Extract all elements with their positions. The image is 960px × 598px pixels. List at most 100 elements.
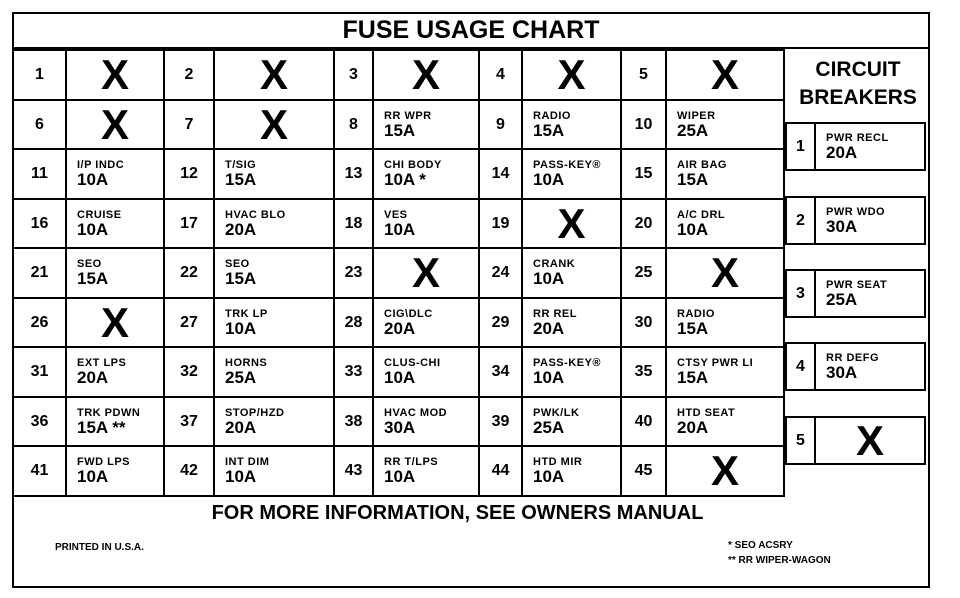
fuse-number: 36 bbox=[12, 396, 67, 448]
fuse-slot: TRK LP 10A bbox=[213, 297, 335, 349]
amperage: 20A bbox=[225, 220, 257, 239]
fuse-slot: FWD LPS 10A bbox=[65, 445, 165, 497]
amperage: 15A bbox=[384, 121, 416, 140]
circuit-label: CRUISE bbox=[77, 209, 122, 221]
fuse-number: 3 bbox=[333, 49, 374, 101]
circuit-label: PWR RECL bbox=[826, 131, 889, 144]
fuse-slot: RR T/LPS 10A bbox=[372, 445, 480, 497]
fuse-number: 45 bbox=[620, 445, 667, 497]
fuse-slot: HVAC BLO 20A bbox=[213, 198, 335, 250]
fuse-number: 22 bbox=[163, 247, 215, 299]
fuse-slot: PASS-KEY® 10A bbox=[521, 346, 622, 398]
circuit-label: SEO bbox=[225, 258, 250, 270]
footnote: * SEO ACSRY bbox=[728, 540, 793, 551]
fuse-slot: X bbox=[521, 198, 622, 250]
amperage: 25A bbox=[225, 368, 257, 387]
unused-mark: X bbox=[855, 416, 884, 464]
fuse-number: 28 bbox=[333, 297, 374, 349]
fuse-number: 8 bbox=[333, 99, 374, 151]
fuse-number: 31 bbox=[12, 346, 67, 398]
unused-mark: X bbox=[557, 51, 586, 98]
amperage: 25A bbox=[677, 121, 709, 140]
circuit-label: PASS-KEY® bbox=[533, 159, 602, 171]
fuse-number: 38 bbox=[333, 396, 374, 448]
fuse-slot: CRANK 10A bbox=[521, 247, 622, 299]
circuit-label: INT DIM bbox=[225, 456, 270, 468]
fuse-slot: X bbox=[372, 49, 480, 101]
fuse-number: 27 bbox=[163, 297, 215, 349]
circuit-label: PWK/LK bbox=[533, 407, 580, 419]
amperage: 25A bbox=[826, 289, 858, 309]
fuse-number: 9 bbox=[478, 99, 523, 151]
amperage: 10A bbox=[677, 220, 709, 239]
fuse-number: 13 bbox=[333, 148, 374, 200]
circuit-label: AIR BAG bbox=[677, 159, 727, 171]
fuse-number: 6 bbox=[12, 99, 67, 151]
fuse-slot: AIR BAG 15A bbox=[665, 148, 785, 200]
fuse-number: 34 bbox=[478, 346, 523, 398]
unused-mark: X bbox=[100, 51, 129, 98]
breaker-number: 4 bbox=[785, 342, 816, 391]
footnotes: * SEO ACSRY ** RR WIPER-WAGON bbox=[728, 538, 831, 568]
fuse-number: 35 bbox=[620, 346, 667, 398]
amperage: 15A ** bbox=[77, 418, 126, 437]
amperage: 10A bbox=[77, 220, 109, 239]
circuit-breakers-heading: CIRCUIT BREAKERS bbox=[786, 56, 930, 112]
fuse-slot: CLUS-CHI 10A bbox=[372, 346, 480, 398]
breaker-number: 5 bbox=[785, 416, 816, 465]
fuse-number: 4 bbox=[478, 49, 523, 101]
breaker-slot: PWR RECL 20A bbox=[814, 122, 926, 171]
fuse-slot: X bbox=[665, 247, 785, 299]
circuit-label: PASS-KEY® bbox=[533, 357, 602, 369]
circuit-label: I/P INDC bbox=[77, 159, 125, 171]
amperage: 20A bbox=[533, 319, 565, 338]
fuse-number: 11 bbox=[12, 148, 67, 200]
amperage: 10A bbox=[225, 467, 257, 486]
fuse-slot: HVAC MOD 30A bbox=[372, 396, 480, 448]
printed-in: PRINTED IN U.S.A. bbox=[55, 542, 144, 553]
amperage: 30A bbox=[826, 362, 858, 382]
fuse-slot: INT DIM 10A bbox=[213, 445, 335, 497]
breaker-slot: PWR WDO 30A bbox=[814, 196, 926, 245]
amperage: 15A bbox=[225, 170, 257, 189]
fuse-number: 5 bbox=[620, 49, 667, 101]
fuse-slot: CRUISE 10A bbox=[65, 198, 165, 250]
fuse-slot: A/C DRL 10A bbox=[665, 198, 785, 250]
circuit-label: PWR WDO bbox=[826, 205, 886, 218]
fuse-number: 24 bbox=[478, 247, 523, 299]
circuit-label: RADIO bbox=[533, 110, 571, 122]
fuse-slot: I/P INDC 10A bbox=[65, 148, 165, 200]
fuse-slot: RR REL 20A bbox=[521, 297, 622, 349]
circuit-label: STOP/HZD bbox=[225, 407, 285, 419]
fuse-number: 10 bbox=[620, 99, 667, 151]
circuit-label: HVAC MOD bbox=[384, 407, 448, 419]
breaker-number: 1 bbox=[785, 122, 816, 171]
fuse-slot: WIPER 25A bbox=[665, 99, 785, 151]
fuse-number: 16 bbox=[12, 198, 67, 250]
fuse-number: 14 bbox=[478, 148, 523, 200]
circuit-label: RADIO bbox=[677, 308, 715, 320]
amperage: 10A bbox=[77, 170, 109, 189]
fuse-number: 33 bbox=[333, 346, 374, 398]
circuit-label: RR T/LPS bbox=[384, 456, 439, 468]
amperage: 20A bbox=[826, 142, 858, 162]
unused-mark: X bbox=[100, 101, 129, 148]
circuit-label: CLUS-CHI bbox=[384, 357, 441, 369]
amperage: 15A bbox=[677, 368, 709, 387]
breaker-slot: PWR SEAT 25A bbox=[814, 269, 926, 318]
fuse-number: 42 bbox=[163, 445, 215, 497]
amperage: 10A bbox=[533, 170, 565, 189]
fuse-slot: X bbox=[213, 99, 335, 151]
fuse-number: 26 bbox=[12, 297, 67, 349]
circuit-label: WIPER bbox=[677, 110, 716, 122]
circuit-label: A/C DRL bbox=[677, 209, 726, 221]
amperage: 10A bbox=[533, 368, 565, 387]
circuit-label: PWR SEAT bbox=[826, 278, 888, 291]
fuse-slot: TRK PDWN 15A ** bbox=[65, 396, 165, 448]
circuit-label: HTD MIR bbox=[533, 456, 583, 468]
fuse-number: 43 bbox=[333, 445, 374, 497]
footer-note: FOR MORE INFORMATION, SEE OWNERS MANUAL bbox=[211, 502, 704, 524]
circuit-label: SEO bbox=[77, 258, 102, 270]
fuse-slot: X bbox=[521, 49, 622, 101]
amperage: 15A bbox=[77, 269, 109, 288]
